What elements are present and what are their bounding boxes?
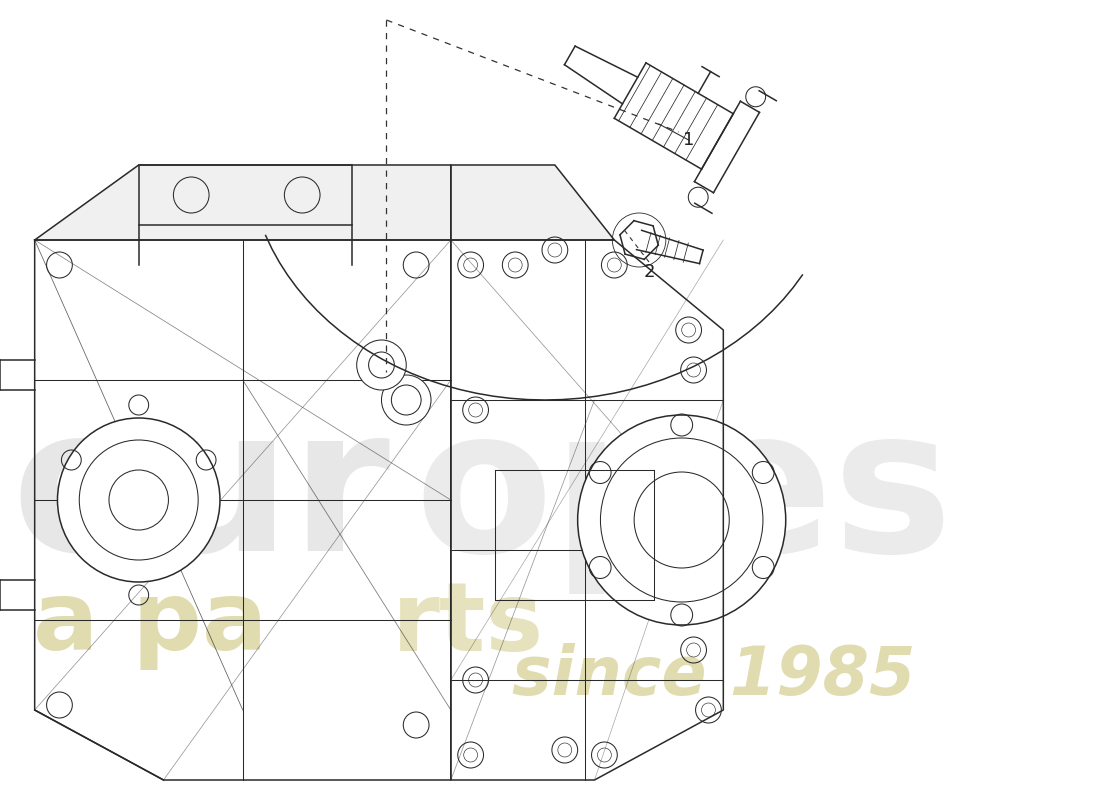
Circle shape [578,415,785,625]
Circle shape [57,418,220,582]
Circle shape [356,340,406,390]
Text: since 1985: since 1985 [513,643,915,709]
Polygon shape [451,240,724,780]
Text: eur: eur [11,398,390,594]
Text: rts: rts [393,578,544,670]
Polygon shape [35,165,451,240]
Text: a pa: a pa [33,578,267,670]
Text: opes: opes [415,398,953,594]
Text: 2: 2 [644,263,654,281]
Polygon shape [451,165,614,240]
Circle shape [382,375,431,425]
Text: 1: 1 [683,131,694,149]
Polygon shape [35,240,451,780]
